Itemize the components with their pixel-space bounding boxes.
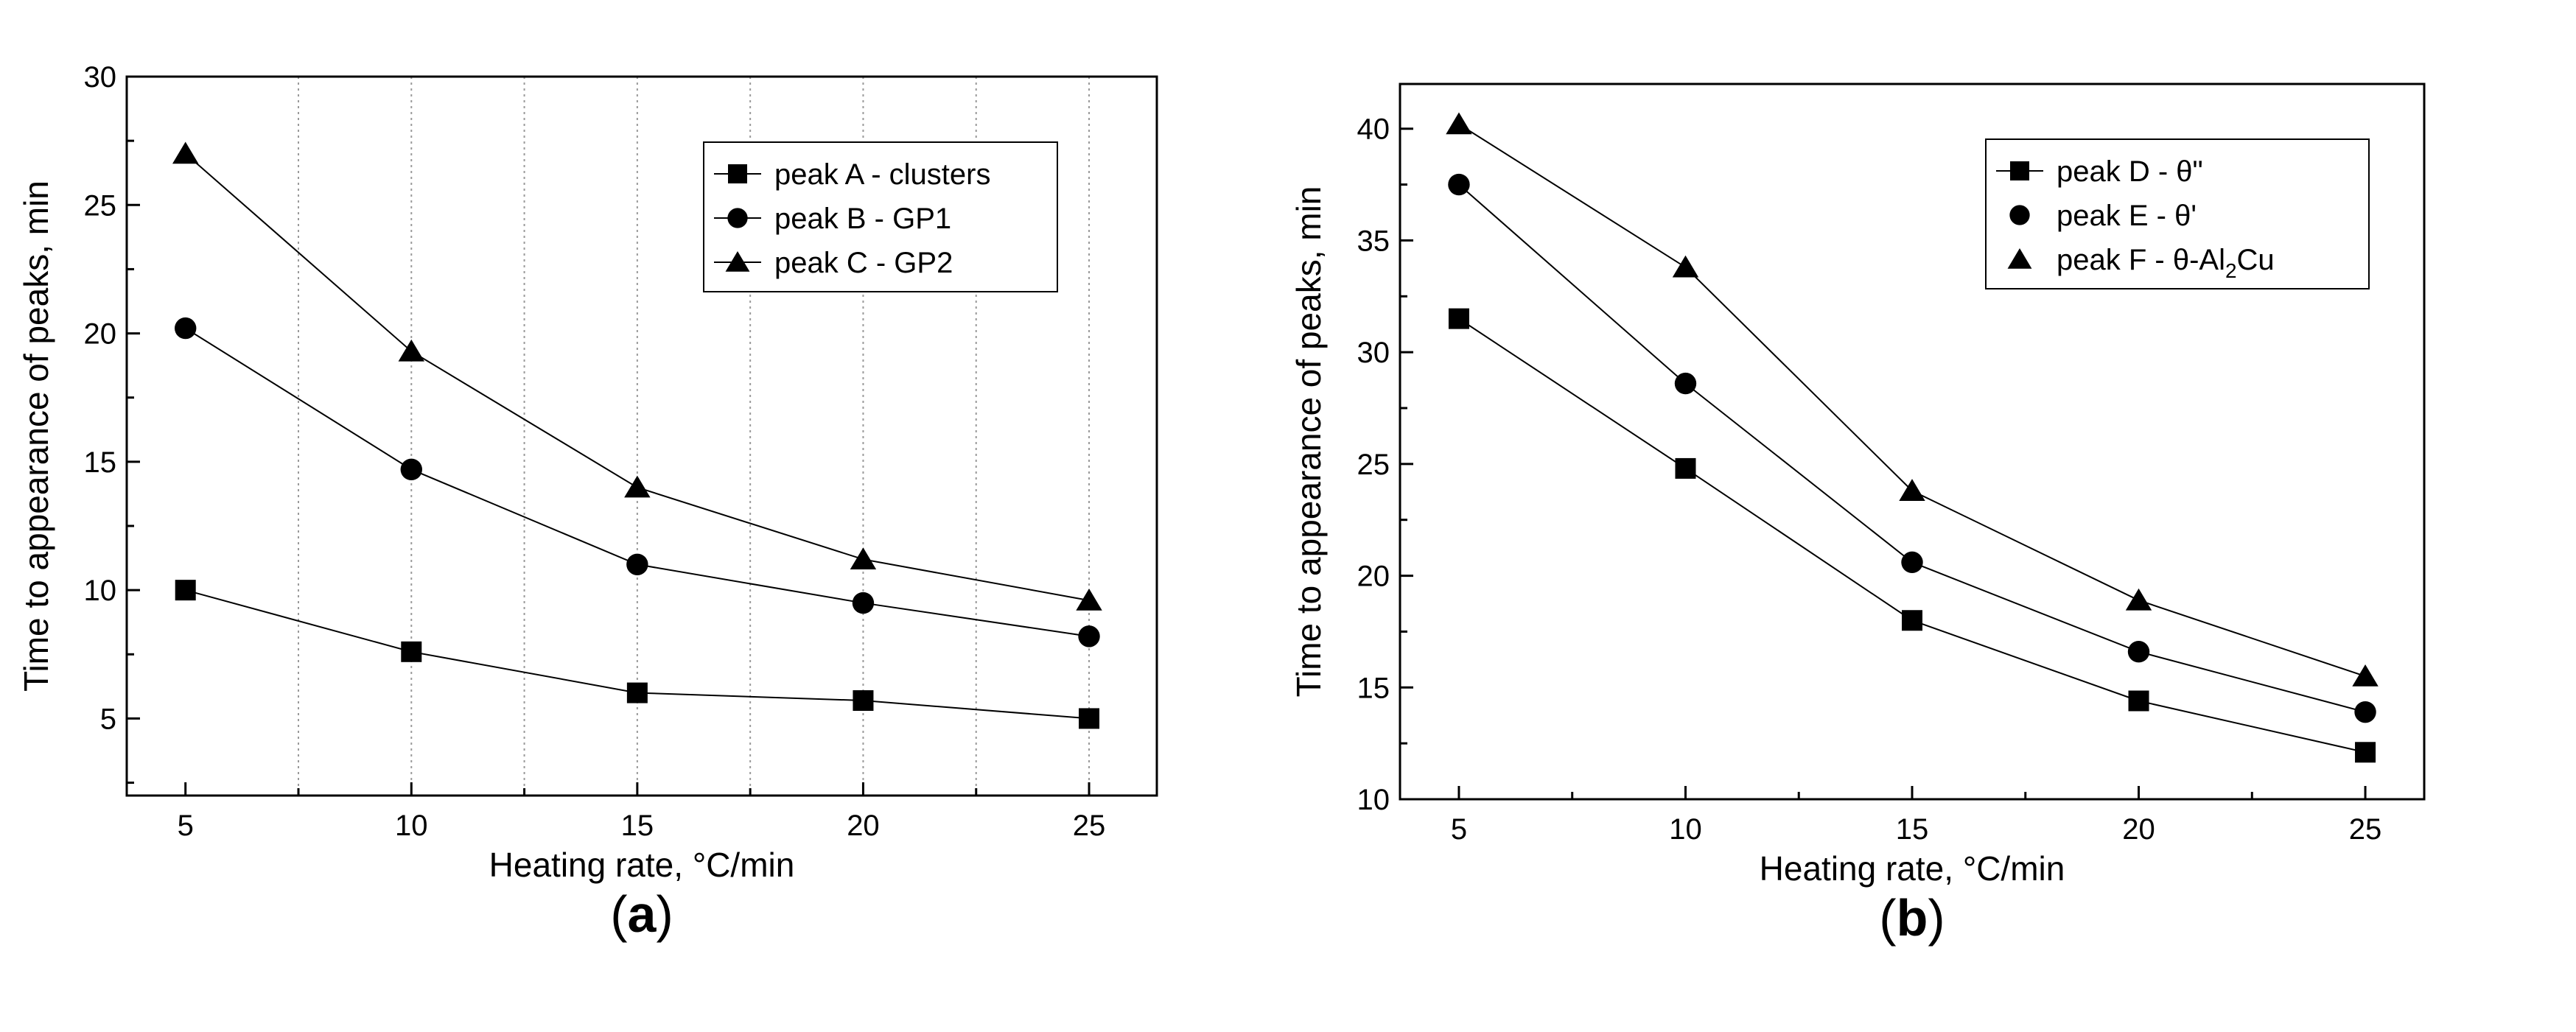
data-point xyxy=(2352,664,2379,687)
y-tick-label: 25 xyxy=(1357,449,1390,481)
x-tick-label: 15 xyxy=(621,810,654,842)
data-point xyxy=(1448,173,1470,196)
data-point xyxy=(1076,588,1102,611)
y-tick-label: 20 xyxy=(1357,561,1390,593)
legend-box xyxy=(1985,138,2370,289)
y-tick-label: 15 xyxy=(84,446,117,479)
x-tick-label: 10 xyxy=(395,810,428,842)
data-point xyxy=(401,641,422,662)
data-point xyxy=(853,690,874,712)
x-tick-label: 25 xyxy=(1073,810,1106,842)
data-point xyxy=(2354,701,2376,723)
y-tick-label: 10 xyxy=(1357,784,1390,816)
legend-label: peak E - θ' xyxy=(2057,200,2197,232)
legend-label: peak C - GP2 xyxy=(774,247,953,279)
legend-marker xyxy=(2009,205,2030,225)
x-tick-label: 25 xyxy=(2349,813,2382,846)
y-tick-label: 35 xyxy=(1357,225,1390,257)
y-tick-label: 40 xyxy=(1357,113,1390,146)
data-point xyxy=(175,580,196,601)
panel-label: (a) xyxy=(610,885,673,943)
x-tick-label: 5 xyxy=(178,810,194,842)
legend-marker xyxy=(728,164,747,183)
data-point xyxy=(1448,308,1469,329)
x-tick-label: 20 xyxy=(2122,813,2155,846)
legend-marker xyxy=(2007,248,2032,269)
y-tick-label: 30 xyxy=(1357,337,1390,369)
y-tick-label: 30 xyxy=(84,61,117,94)
data-point xyxy=(2128,690,2149,712)
data-point xyxy=(1675,457,1696,479)
legend: peak A - clusters peak B - GP1 peak C - GP… xyxy=(703,141,1058,292)
x-axis-label: Heating rate, °C/min xyxy=(1760,849,2065,888)
x-tick-label: 5 xyxy=(1451,813,1467,846)
legend-label: peak B - GP1 xyxy=(774,203,951,235)
data-point xyxy=(1902,610,1922,631)
data-point xyxy=(626,682,648,703)
legend: peak D - θ" peak E - θ' peak F - θ-Al2Cu xyxy=(1985,138,2370,289)
chart-panel-b: 5 10 15 20 25 10 15 20 25 30 35 40 Heating rate, °C/… xyxy=(1289,83,2426,888)
legend-label: peak F - θ-Al2Cu xyxy=(2057,244,2275,282)
data-point xyxy=(172,141,199,164)
legend-marker xyxy=(2010,161,2029,180)
series-line xyxy=(1458,317,2366,754)
x-tick-label: 10 xyxy=(1669,813,1702,846)
data-point xyxy=(1674,372,1697,395)
plot-frame xyxy=(125,75,1158,797)
data-point xyxy=(624,475,651,498)
chart-panel-a: 5 10 15 20 25 5 10 15 20 25 30 Heating rate, °C/min… xyxy=(17,61,1158,884)
data-point xyxy=(850,547,877,569)
data-point xyxy=(2125,588,2152,611)
data-point xyxy=(175,317,197,340)
y-tick-label: 20 xyxy=(84,318,117,351)
data-point xyxy=(852,592,875,614)
panel-label: (b) xyxy=(1879,889,1945,947)
y-tick-label: 25 xyxy=(84,189,117,222)
data-point xyxy=(1446,112,1472,135)
legend-marker xyxy=(725,251,750,272)
legend-label: peak A - clusters xyxy=(774,158,990,191)
y-axis-label: Time to appearance of peaks, min xyxy=(1289,186,1328,698)
data-point xyxy=(1899,479,1925,501)
data-point xyxy=(398,339,424,362)
y-tick-label: 5 xyxy=(100,703,116,735)
data-point xyxy=(2127,641,2150,663)
data-point xyxy=(1901,551,1923,574)
x-axis-label: Heating rate, °C/min xyxy=(489,846,795,884)
x-tick-label: 20 xyxy=(847,810,880,842)
y-tick-label: 10 xyxy=(84,575,117,607)
data-point xyxy=(1079,708,1100,729)
data-point xyxy=(2355,742,2376,763)
x-tick-label: 15 xyxy=(1896,813,1929,846)
data-point xyxy=(626,553,648,575)
y-tick-label: 15 xyxy=(1357,672,1390,704)
legend-marker xyxy=(727,208,748,228)
y-axis-label: Time to appearance of peaks, min xyxy=(17,180,55,692)
data-point xyxy=(1078,625,1100,647)
legend-box xyxy=(703,141,1058,292)
legend-label: peak D - θ" xyxy=(2057,155,2203,188)
data-point xyxy=(400,458,422,481)
data-point xyxy=(1672,255,1699,278)
